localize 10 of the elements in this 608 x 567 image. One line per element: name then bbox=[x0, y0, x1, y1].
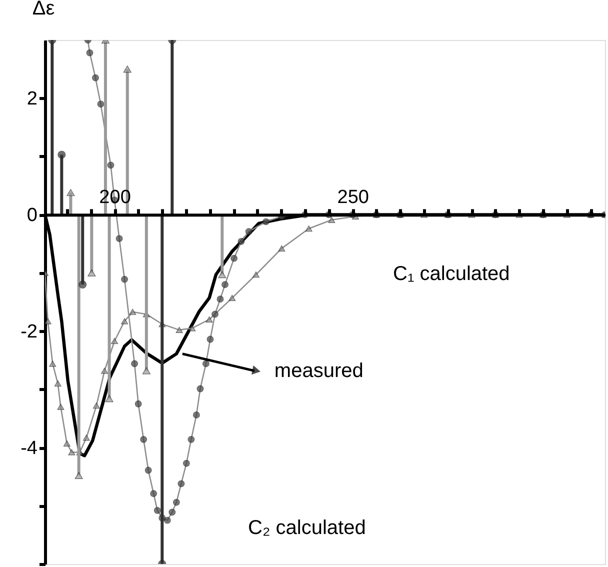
x-tick-label: 200 bbox=[99, 187, 131, 208]
annotation: C₂ calculated bbox=[248, 517, 366, 539]
annotation: measured bbox=[274, 360, 364, 382]
y-axis-title: Δε bbox=[32, 0, 55, 20]
y-tick-label: 0 bbox=[26, 205, 38, 226]
y-tick-label: -4 bbox=[20, 438, 38, 460]
y-tick-label: 2 bbox=[26, 88, 38, 110]
x-tick-label: 250 bbox=[337, 187, 369, 208]
y-tick-label: -2 bbox=[20, 322, 38, 343]
annotation: C₁ calculated bbox=[393, 263, 510, 285]
